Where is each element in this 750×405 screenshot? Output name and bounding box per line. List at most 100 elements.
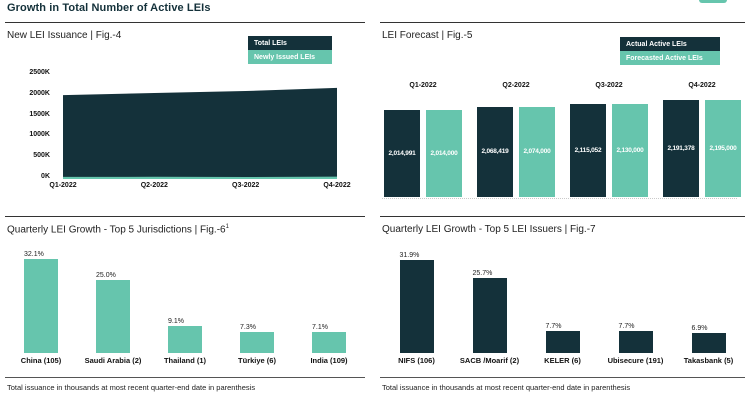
percent-label: 25.0% [96, 271, 116, 279]
forecast-bar-pair: 2,191,378 2,195,000 [663, 93, 741, 197]
forecast-bar: 2,074,000 [519, 106, 555, 197]
divider [380, 377, 745, 378]
bar-value-label: 2,195,000 [709, 144, 737, 152]
bar-group: 25.7% [453, 253, 526, 353]
forecast-quarter-group: Q3-2022 2,115,052 2,130,000 [570, 81, 648, 197]
category-label: Ubisecure (191) [607, 356, 664, 365]
divider [5, 377, 365, 378]
actual-bar: 2,115,052 [570, 104, 606, 197]
bar [240, 331, 274, 353]
bar-group: 7.3% [221, 253, 293, 353]
issuers-category-labels: NIFS (106) SACB /Moarif (2) KELER (6) Ubise… [380, 356, 745, 365]
bar-group: 7.7% [599, 253, 672, 353]
category-label: SACB /Moarif (2) [459, 356, 520, 365]
panel-lei-forecast: LEI Forecast | Fig.-5 Actual Active LEIs… [380, 22, 745, 215]
panel-top5-issuers: Quarterly LEI Growth - Top 5 LEI Issuers… [380, 216, 745, 401]
bar-wrapper: 7.7% [545, 322, 580, 353]
percent-label: 31.9% [399, 251, 420, 259]
y-axis-tick-label: 2000K [29, 89, 50, 97]
bar-group: 31.9% [380, 251, 453, 353]
section-title-jurisdictions-text: Quarterly LEI Growth - Top 5 Jurisdictio… [7, 224, 226, 236]
bar-wrapper: 7.3% [240, 324, 274, 353]
issuance-area-chart [63, 87, 337, 179]
category-label: Türkiye (6) [238, 356, 276, 365]
forecast-quarter-label: Q1-2022 [409, 82, 437, 89]
bar-wrapper: 31.9% [399, 251, 434, 353]
footnote-jurisdictions: Total issuance in thousands at most rece… [7, 383, 256, 392]
section-title-forecast: LEI Forecast | Fig.-5 [382, 30, 473, 41]
issuers-bars: 31.9% 25.7% 7.7% 7.7% 6.9% [380, 251, 745, 353]
forecast-legend-item: Actual Active LEIs [620, 37, 720, 51]
bar-group: 25.0% [77, 253, 149, 353]
category-label: NIFS (106) [398, 356, 435, 365]
percent-label: 25.7% [472, 269, 493, 277]
bar-value-label: 2,115,052 [574, 146, 602, 154]
forecast-bar-pair: 2,014,991 2,014,000 [384, 93, 462, 197]
bar [312, 332, 346, 353]
bar-value-label: 2,130,000 [616, 146, 644, 154]
forecast-bar-groups: Q1-2022 2,014,991 2,014,000 Q2-2022 2,068,41… [384, 81, 741, 197]
issuance-y-axis: 2500K 2000K 1500K 1000K 500K 0K [5, 68, 50, 182]
bar [24, 259, 58, 353]
bar-group: 9.1% [149, 253, 221, 353]
x-axis-tick-label: Q3-2022 [232, 182, 260, 189]
forecast-bar-pair: 2,115,052 2,130,000 [570, 93, 648, 197]
issuance-x-axis: Q1-2022 Q2-2022 Q3-2022 Q4-2022 [49, 182, 350, 192]
forecast-legend: Actual Active LEIs Forecasted Active LEIs [620, 37, 720, 65]
category-label: KELER (6) [544, 356, 581, 365]
percent-label: 9.1% [168, 318, 184, 326]
x-axis-tick-label: Q2-2022 [140, 182, 168, 189]
category-label: Saudi Arabia (2) [84, 356, 142, 365]
forecast-quarter-label: Q3-2022 [595, 82, 623, 89]
category-label: Takasbank (5) [683, 356, 734, 365]
section-title-jurisdictions: Quarterly LEI Growth - Top 5 Jurisdictio… [7, 224, 229, 235]
logo-mark [699, 0, 727, 3]
bar [96, 279, 130, 353]
bar [168, 326, 202, 353]
panel-top5-jurisdictions: Quarterly LEI Growth - Top 5 Jurisdictio… [5, 216, 365, 401]
forecast-bar-pair: 2,068,419 2,074,000 [477, 93, 555, 197]
bar [472, 277, 507, 353]
forecast-quarter-group: Q1-2022 2,014,991 2,014,000 [384, 81, 462, 197]
issuance-legend-item: Newly Issued LEIs [248, 50, 332, 64]
bar-group: 7.7% [526, 253, 599, 353]
bar [691, 332, 726, 353]
section-title-issuance: New LEI Issuance | Fig.-4 [7, 30, 122, 41]
percent-label: 7.7% [545, 322, 562, 330]
jurisdictions-category-labels: China (105) Saudi Arabia (2) Thailand (1) T… [5, 356, 365, 365]
actual-bar: 2,191,378 [663, 100, 699, 197]
bar-group: 32.1% [5, 251, 77, 353]
bar-value-label: 2,074,000 [523, 148, 551, 156]
bar-wrapper: 25.7% [472, 269, 507, 353]
forecast-bar: 2,195,000 [705, 100, 741, 197]
category-label: Thailand (1) [163, 356, 207, 365]
bar-group: 6.9% [672, 253, 745, 353]
issuance-legend: Total LEIs Newly Issued LEIs [248, 36, 332, 64]
bar-value-label: 2,014,000 [430, 150, 458, 158]
bar-wrapper: 25.0% [96, 272, 130, 353]
y-axis-tick-label: 1500K [29, 110, 50, 118]
area-series-total-leis [63, 87, 337, 179]
y-axis-tick-label: 0K [41, 172, 50, 180]
forecast-legend-item: Forecasted Active LEIs [620, 51, 720, 65]
forecast-bar: 2,130,000 [612, 103, 648, 197]
bar [399, 259, 434, 353]
x-axis-tick-label: Q4-2022 [323, 182, 351, 189]
actual-bar: 2,014,991 [384, 110, 420, 197]
jurisdictions-bars: 32.1% 25.0% 9.1% 7.3% 7.1% [5, 251, 365, 353]
percent-label: 7.3% [240, 323, 256, 331]
percent-label: 32.1% [24, 251, 44, 258]
bar-wrapper: 7.1% [312, 324, 346, 353]
section-title-issuers: Quarterly LEI Growth - Top 5 LEI Issuers… [382, 224, 596, 235]
y-axis-tick-label: 2500K [29, 69, 50, 76]
percent-label: 7.1% [312, 324, 328, 332]
forecast-bar: 2,014,000 [426, 110, 462, 197]
forecast-quarter-label: Q4-2022 [688, 82, 716, 89]
forecast-baseline [382, 198, 737, 199]
y-axis-tick-label: 1000K [29, 131, 50, 139]
bar-group: 7.1% [293, 253, 365, 353]
panel-new-lei-issuance: New LEI Issuance | Fig.-4 Total LEIs Newl… [5, 22, 365, 215]
percent-label: 7.7% [618, 322, 635, 330]
footnote-issuers: Total issuance in thousands at most rece… [382, 383, 631, 392]
bar-wrapper: 9.1% [168, 318, 202, 353]
